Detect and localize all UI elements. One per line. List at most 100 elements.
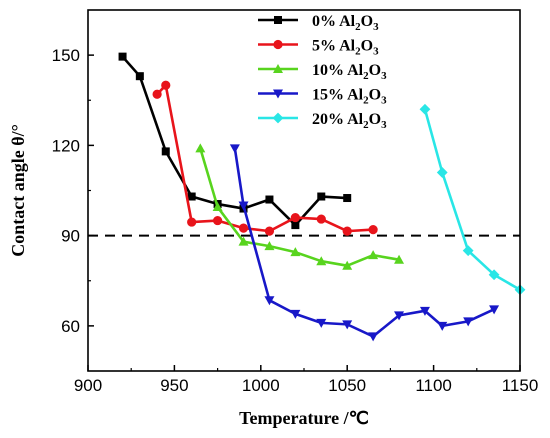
legend-text-part: 20% Al: [312, 111, 364, 128]
legend-subscript: 3: [381, 70, 387, 82]
data-point: [291, 221, 300, 230]
legend-label: 10% Al2O3: [312, 62, 387, 82]
data-point: [187, 192, 196, 201]
series-layer: [118, 52, 526, 342]
data-point: [238, 223, 249, 233]
tick-layer: 900 950 1000 1050 1100 1150 60 90 120 150: [52, 46, 539, 395]
data-point: [316, 256, 327, 266]
legend-subscript: 3: [381, 119, 387, 131]
data-point: [342, 260, 353, 270]
data-point: [342, 226, 352, 236]
data-point: [436, 167, 448, 178]
legend-subscript: 3: [373, 21, 379, 33]
legend-subscript: 2: [355, 46, 361, 58]
x-tick-label: 1150: [502, 376, 539, 395]
x-tick-label: 900: [74, 376, 102, 395]
data-point: [264, 241, 275, 251]
data-point: [394, 254, 405, 264]
legend-subscript: 3: [381, 95, 387, 107]
series-line: [121, 55, 348, 227]
series-4: [419, 103, 526, 296]
legend-text-part: 5% Al: [312, 38, 356, 55]
legend-marker: [273, 89, 283, 99]
data-point: [195, 143, 206, 153]
y-tick-label: 120: [52, 136, 80, 155]
data-point: [265, 195, 274, 204]
data-point: [290, 212, 300, 223]
legend-subscript: 2: [363, 119, 369, 131]
data-point: [264, 296, 275, 306]
data-point: [161, 147, 170, 156]
data-point: [212, 202, 223, 212]
y-tick-label: 90: [61, 227, 80, 246]
legend-entry-1: 5% Al2O3: [258, 38, 379, 58]
data-point: [394, 311, 405, 321]
series-1: [152, 80, 378, 236]
legend-text-part: 0% Al: [312, 13, 356, 30]
legend-text-part: 10% Al: [312, 62, 364, 79]
data-point: [463, 317, 474, 327]
y-tick-label: 60: [61, 317, 80, 336]
series-line: [233, 148, 495, 338]
legend-subscript: 2: [363, 70, 369, 82]
legend-label: 5% Al2O3: [312, 38, 379, 58]
series-0: [118, 52, 352, 230]
data-point: [187, 217, 197, 227]
legend-text-part: O: [369, 87, 381, 104]
data-point: [368, 332, 379, 342]
data-point: [316, 214, 326, 224]
data-point: [462, 245, 474, 257]
data-point: [368, 225, 378, 235]
legend-text-part: 15% Al: [312, 87, 364, 104]
series-2: [195, 143, 405, 270]
data-point: [213, 215, 223, 226]
data-point: [290, 309, 301, 319]
data-point: [152, 89, 162, 99]
series-line: [423, 108, 521, 291]
legend-marker: [274, 16, 282, 24]
data-point: [489, 305, 500, 315]
data-point: [342, 320, 353, 330]
data-point: [238, 201, 249, 211]
x-tick-label: 1000: [242, 376, 280, 395]
y-axis-title: Contact angle θ/°: [8, 124, 28, 257]
data-point: [437, 321, 448, 331]
data-point: [118, 52, 127, 61]
legend-subscript: 2: [355, 21, 361, 33]
legend-entry-3: 15% Al2O3: [258, 87, 387, 107]
data-point: [316, 318, 327, 328]
legend-label: 0% Al2O3: [312, 13, 379, 33]
data-point: [419, 103, 431, 115]
legend-text-part: O: [369, 62, 381, 79]
legend-label: 20% Al2O3: [312, 111, 387, 131]
x-axis-title: Temperature /℃: [239, 408, 369, 428]
legend-subscript: 3: [373, 46, 379, 58]
legend-marker: [273, 64, 283, 73]
legend-marker: [272, 112, 284, 124]
x-tick-label: 950: [160, 376, 188, 395]
data-point: [343, 194, 352, 203]
data-point: [161, 80, 171, 90]
legend-entry-0: 0% Al2O3: [258, 13, 379, 33]
legend-marker: [273, 39, 283, 50]
legend-label: 15% Al2O3: [312, 87, 387, 107]
x-tick-label: 1050: [328, 376, 366, 395]
data-point: [238, 236, 249, 246]
data-point: [488, 269, 500, 281]
plot-frame: [87, 9, 521, 372]
legend-text-part: O: [369, 111, 381, 128]
series-3: [229, 144, 500, 342]
data-point: [290, 247, 301, 257]
series-line: [156, 83, 374, 233]
legend-entry-4: 20% Al2O3: [258, 111, 387, 131]
data-point: [317, 192, 326, 201]
data-point: [135, 72, 144, 81]
data-point: [419, 306, 430, 316]
legend-entry-2: 10% Al2O3: [258, 62, 387, 82]
x-tick-label: 1100: [415, 376, 452, 395]
data-point: [368, 250, 379, 260]
legend-text-part: O: [361, 38, 373, 55]
